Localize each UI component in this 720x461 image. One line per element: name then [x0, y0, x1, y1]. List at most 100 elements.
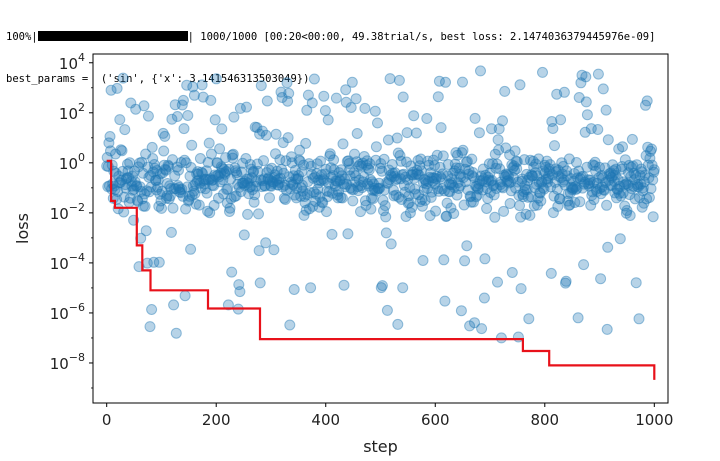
scatter-point — [567, 183, 579, 195]
scatter-point — [613, 187, 625, 199]
scatter-point — [268, 244, 280, 256]
scatter-point — [110, 148, 121, 160]
scatter-point — [503, 170, 514, 182]
scatter-point — [307, 200, 319, 212]
scatter-point — [358, 151, 370, 162]
scatter-point — [492, 134, 504, 146]
scatter-point — [594, 161, 605, 173]
scatter-point — [113, 170, 125, 182]
scatter-point — [410, 127, 422, 139]
scatter-point — [286, 157, 298, 169]
scatter-point — [169, 99, 181, 111]
scatter-point — [442, 170, 454, 182]
scatter-point — [384, 174, 395, 186]
scatter-point — [272, 179, 284, 191]
scatter-point — [419, 194, 431, 206]
scatter-point — [316, 196, 328, 208]
scatter-point — [539, 159, 551, 171]
scatter-point — [351, 128, 363, 139]
scatter-point — [582, 178, 594, 190]
scatter-point — [642, 159, 654, 171]
scatter-point — [450, 162, 462, 174]
scatter-point — [304, 187, 316, 199]
scatter-point — [511, 163, 523, 175]
scatter-point — [284, 319, 296, 331]
scatter-point — [305, 160, 317, 172]
scatter-point — [271, 165, 283, 177]
scatter-point — [478, 173, 490, 185]
scatter-point — [256, 125, 268, 137]
scatter-point — [554, 193, 565, 205]
scatter-point — [238, 229, 250, 241]
scatter-point — [114, 114, 126, 126]
scatter-point — [118, 191, 130, 203]
scatter-point — [164, 180, 176, 192]
scatter-point — [404, 207, 416, 219]
scatter-point — [263, 164, 275, 176]
scatter-point — [634, 170, 646, 181]
scatter-point — [426, 172, 438, 184]
scatter-point — [195, 182, 207, 194]
scatter-point — [261, 95, 273, 107]
scatter-point — [296, 179, 308, 191]
scatter-point — [165, 226, 177, 238]
scatter-point — [113, 177, 125, 189]
scatter-point — [312, 174, 324, 186]
scatter-point — [174, 186, 186, 198]
scatter-point — [388, 190, 400, 202]
scatter-point — [392, 318, 404, 330]
scatter-point — [616, 161, 628, 172]
scatter-point — [369, 184, 381, 196]
scatter-point — [299, 191, 311, 202]
scatter-point — [526, 169, 537, 181]
scatter-point — [628, 167, 640, 179]
scatter-point — [295, 190, 307, 202]
scatter-point — [282, 132, 294, 144]
scatter-point — [436, 183, 448, 195]
scatter-point — [493, 144, 505, 156]
scatter-point — [481, 203, 493, 214]
scatter-point — [449, 158, 461, 170]
scatter-point — [191, 175, 203, 187]
scatter-point — [581, 109, 593, 121]
scatter-point — [434, 161, 446, 173]
scatter-point — [236, 166, 247, 178]
scatter-point — [523, 171, 535, 183]
scatter-series — [101, 65, 660, 344]
scatter-point — [454, 168, 466, 180]
scatter-point — [641, 95, 653, 107]
scatter-point — [424, 171, 436, 183]
scatter-point — [641, 193, 653, 205]
scatter-point — [205, 148, 217, 160]
scatter-point — [220, 152, 232, 164]
scatter-point — [452, 177, 464, 189]
scatter-point — [476, 323, 488, 335]
scatter-point — [340, 96, 352, 108]
scatter-point — [399, 171, 411, 183]
scatter-point — [529, 167, 541, 178]
scatter-point — [471, 189, 483, 201]
scatter-point — [442, 159, 454, 170]
scatter-point — [578, 259, 590, 271]
scatter-point — [433, 185, 445, 197]
scatter-point — [129, 165, 141, 177]
scatter-point — [367, 184, 379, 196]
scatter-point — [365, 203, 377, 215]
scatter-point — [308, 73, 320, 85]
scatter-point — [438, 185, 450, 197]
scatter-point — [319, 105, 331, 117]
scatter-point — [557, 176, 569, 188]
scatter-point — [475, 65, 486, 77]
scatter-point — [509, 164, 520, 176]
scatter-point — [224, 202, 236, 214]
scatter-point — [533, 153, 545, 165]
scatter-point — [311, 168, 323, 180]
scatter-point — [130, 180, 142, 192]
progress-bar — [37, 31, 188, 41]
scatter-point — [194, 153, 206, 164]
scatter-point — [375, 158, 387, 170]
scatter-point — [533, 176, 545, 188]
scatter-point — [607, 169, 619, 181]
scatter-point — [292, 173, 303, 185]
scatter-point — [629, 174, 641, 186]
